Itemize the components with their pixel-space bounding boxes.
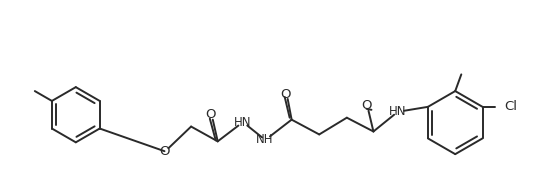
Text: O: O	[206, 108, 216, 121]
Text: HN: HN	[389, 105, 407, 118]
Text: O: O	[159, 145, 169, 158]
Text: O: O	[361, 99, 372, 112]
Text: HN: HN	[233, 116, 251, 129]
Text: NH: NH	[256, 133, 274, 146]
Text: O: O	[280, 88, 291, 101]
Text: Cl: Cl	[504, 100, 517, 113]
